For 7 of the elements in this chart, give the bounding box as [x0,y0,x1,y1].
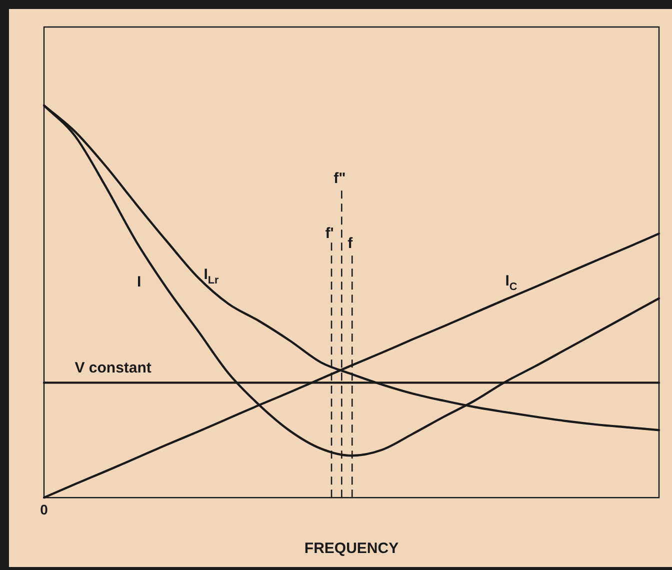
x-axis-title: FREQUENCY [304,540,399,558]
annotation: f' [325,225,334,242]
annotation: f [348,235,354,252]
series-label: V constant [74,360,152,377]
series-label: I [137,274,142,291]
text: 0 [40,501,48,518]
annotation: f" [334,170,346,187]
